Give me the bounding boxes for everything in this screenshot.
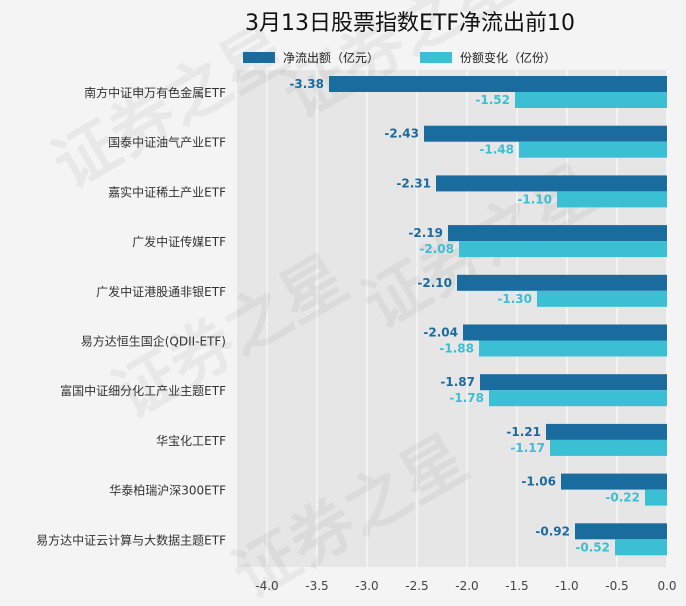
data-label-outflow: -2.43	[384, 127, 419, 141]
category-labels: 南方中证申万有色金属ETF 国泰中证油气产业ETF 嘉实中证稀土产业ETF 广发中证传…	[36, 85, 226, 547]
x-tick-label: -2.5	[405, 579, 428, 593]
category-label: 华宝化工ETF	[156, 434, 226, 448]
bar-shares	[615, 539, 667, 556]
data-label-outflow: -1.06	[521, 475, 556, 489]
category-label: 广发中证传媒ETF	[132, 234, 226, 249]
bar-outflow	[329, 76, 667, 92]
data-label-outflow: -1.87	[440, 375, 475, 389]
data-label-shares: -0.52	[575, 540, 610, 554]
bar-shares	[459, 241, 667, 258]
x-tick-label: 0.0	[657, 579, 676, 593]
legend-label-shares: 份额变化（亿份）	[460, 50, 556, 65]
legend-label-outflow: 净流出额（亿元）	[283, 50, 379, 65]
bar-outflow	[424, 125, 667, 142]
data-label-outflow: -2.04	[423, 326, 458, 340]
bar-outflow	[463, 324, 667, 341]
data-label-shares: -1.52	[475, 93, 510, 107]
x-tick-label: -3.0	[355, 579, 378, 593]
bar-shares	[537, 290, 667, 307]
bar-shares	[479, 340, 667, 357]
bar-shares	[489, 390, 667, 407]
data-label-outflow: -2.10	[417, 276, 452, 290]
category-label: 嘉实中证稀土产业ETF	[108, 184, 226, 199]
data-label-shares: -1.78	[449, 391, 484, 405]
bar-shares	[515, 92, 667, 108]
category-label: 华泰柏瑞沪深300ETF	[109, 483, 226, 498]
data-label-outflow: -3.38	[289, 77, 324, 91]
bar-outflow	[457, 274, 667, 291]
bar-shares	[645, 489, 667, 506]
x-tick-label: -4.0	[255, 579, 278, 593]
category-label: 易方达中证云计算与大数据主题ETF	[36, 532, 226, 547]
data-label-shares: -1.10	[517, 192, 552, 206]
bar-outflow	[436, 175, 667, 192]
x-tick-label: -1.5	[505, 579, 528, 593]
data-label-shares: -0.22	[605, 491, 640, 505]
data-label-shares: -1.17	[510, 441, 545, 455]
x-tick-label: -1.0	[555, 579, 578, 593]
data-label-outflow: -2.31	[396, 176, 431, 190]
data-label-shares: -1.30	[497, 292, 532, 306]
bar-outflow	[561, 473, 667, 490]
x-tick-label: -0.5	[605, 579, 628, 593]
bars: -3.38 -1.52 -2.43 -1.48 -2.31 -1.10 -2.19 -2.08…	[289, 76, 667, 556]
bar-outflow	[546, 423, 667, 440]
x-tick-labels: -4.0 -3.5 -3.0 -2.5 -2.0 -1.5 -1.0 -0.5 0.0	[255, 579, 676, 593]
bar-outflow	[480, 374, 667, 391]
legend-swatch-outflow	[243, 52, 275, 63]
data-label-shares: -2.08	[419, 242, 454, 256]
bar-outflow	[575, 523, 667, 540]
bar-shares	[557, 191, 667, 208]
bar-outflow	[448, 225, 667, 242]
legend: 净流出额（亿元） 份额变化（亿份）	[243, 50, 556, 65]
category-label: 易方达恒生国企(QDII-ETF)	[81, 334, 226, 349]
x-tick-label: -2.0	[455, 579, 478, 593]
bar-shares	[519, 141, 667, 158]
legend-swatch-shares	[420, 52, 452, 63]
data-label-shares: -1.48	[479, 143, 514, 157]
bar-shares	[550, 439, 667, 456]
data-label-outflow: -2.19	[408, 226, 443, 240]
data-label-outflow: -1.21	[506, 425, 541, 439]
category-label: 南方中证申万有色金属ETF	[84, 85, 226, 100]
data-label-outflow: -0.92	[535, 524, 570, 538]
category-label: 富国中证细分化工产业主题ETF	[60, 383, 226, 398]
data-label-shares: -1.88	[439, 342, 474, 356]
category-label: 广发中证港股通非银ETF	[96, 284, 226, 299]
x-tick-label: -3.5	[305, 579, 328, 593]
chart-title: 3月13日股票指数ETF净流出前10	[245, 11, 575, 36]
category-label: 国泰中证油气产业ETF	[108, 135, 226, 150]
